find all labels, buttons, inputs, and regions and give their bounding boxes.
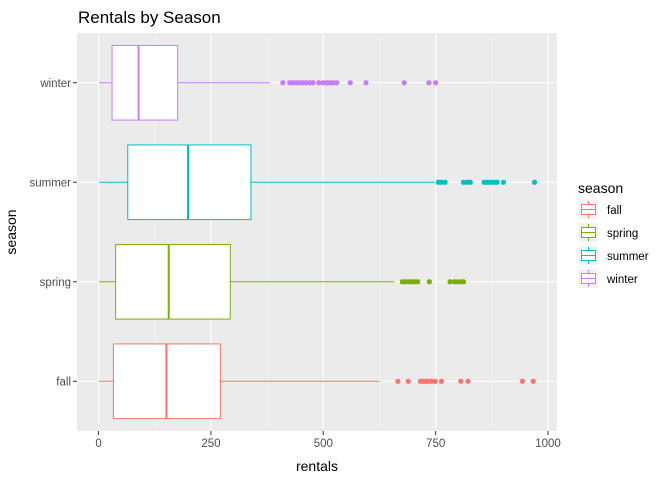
x-axis-title: rentals — [296, 458, 338, 474]
legend-item-summer: summer — [579, 246, 649, 265]
x-tick-label: 750 — [426, 438, 445, 450]
outlier-point — [290, 80, 296, 86]
legend-item-winter: winter — [579, 269, 638, 288]
box-fall — [98, 343, 536, 420]
x-tick-label: 500 — [314, 438, 333, 450]
outlier-point — [428, 378, 434, 384]
outlier-point — [519, 378, 525, 384]
y-tick-label: spring — [40, 277, 71, 289]
outlier-point — [296, 80, 303, 86]
y-axis: winter summer spring fall — [29, 78, 77, 388]
outlier-point — [451, 279, 458, 285]
outlier-point — [458, 378, 464, 384]
outlier-point — [316, 80, 322, 86]
legend-title: season — [578, 180, 623, 196]
outlier-point — [500, 179, 507, 185]
x-tick-label: 1000 — [535, 438, 561, 450]
outlier-point — [531, 179, 538, 185]
legend-item-spring: spring — [579, 223, 638, 242]
outlier-point — [467, 179, 473, 185]
outlier-point — [438, 179, 445, 185]
outlier-point — [530, 378, 536, 384]
legend-label: spring — [607, 228, 638, 240]
legend-label: summer — [607, 251, 649, 263]
x-tick-label: 250 — [201, 438, 220, 450]
outlier-point — [487, 179, 494, 185]
box-group — [98, 44, 538, 420]
y-tick-label: summer — [29, 177, 71, 189]
outlier-point — [334, 80, 340, 86]
outlier-point — [460, 279, 467, 285]
outlier-point — [426, 80, 432, 86]
outlier-point — [432, 378, 438, 384]
outlier-point — [330, 80, 336, 86]
outlier-point — [347, 80, 353, 86]
outlier-point — [494, 179, 500, 185]
outlier-point — [447, 279, 453, 285]
outlier-point — [395, 378, 401, 384]
outlier-point — [415, 279, 421, 285]
legend-item-fall: fall — [579, 200, 622, 219]
outlier-point — [303, 80, 309, 86]
outlier-point — [442, 179, 448, 185]
y-tick-label: fall — [56, 376, 71, 388]
x-tick-label: 0 — [95, 438, 101, 450]
outlier-point — [320, 80, 326, 86]
legend-label: fall — [607, 205, 622, 217]
box-body — [115, 243, 231, 320]
chart-title: Rentals by Season — [78, 8, 221, 27]
legend: season fall spring summer winter — [578, 180, 649, 288]
outlier-point — [310, 80, 316, 86]
outlier-point — [405, 378, 411, 384]
outlier-point — [363, 80, 369, 86]
box-spring — [99, 243, 467, 320]
outlier-point — [460, 179, 467, 185]
box-summer — [99, 144, 538, 221]
outlier-point — [433, 80, 439, 86]
box-body — [127, 144, 252, 221]
outlier-point — [401, 80, 407, 86]
x-axis: 0 250 500 750 1000 — [95, 431, 561, 450]
legend-label: winter — [606, 274, 638, 286]
outlier-point — [426, 279, 432, 285]
box-body — [111, 44, 179, 121]
y-tick-label: winter — [39, 78, 71, 90]
outlier-point — [280, 80, 286, 86]
y-axis-title: season — [3, 209, 19, 254]
outlier-point — [438, 378, 445, 384]
box-winter — [99, 44, 439, 121]
outlier-point — [465, 378, 471, 384]
outlier-point — [455, 279, 461, 285]
